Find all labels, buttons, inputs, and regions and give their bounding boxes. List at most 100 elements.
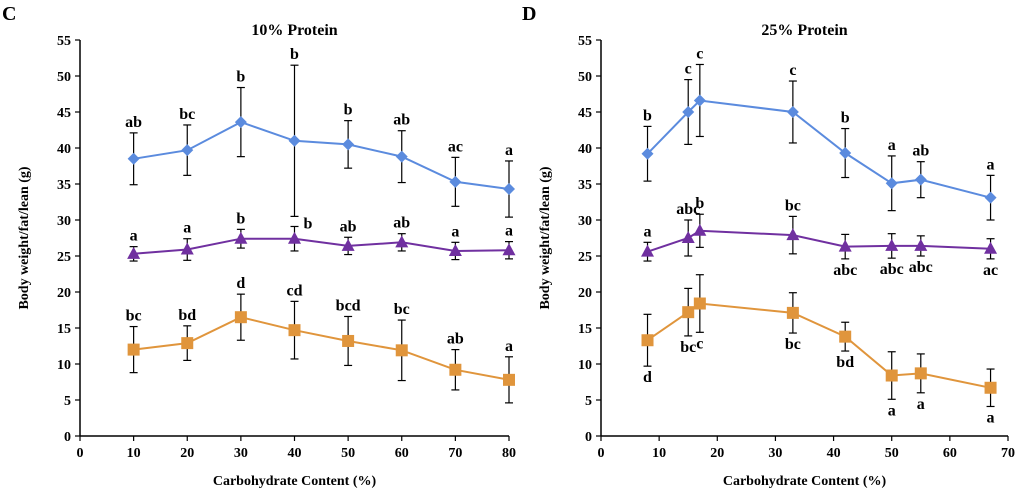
panel-label-c: C (2, 3, 16, 25)
y-tick-label: 0 (64, 430, 71, 445)
panel-label-d: D (522, 3, 536, 25)
data-point-square (786, 306, 799, 319)
data-point-square (693, 297, 706, 310)
data-point-square (127, 343, 140, 356)
data-point-triangle (641, 244, 655, 257)
significance-label: ac (983, 262, 998, 279)
chart-panel-c: 0 5 10 15 20 25 30 35 40 45 50 55 0 10 20 30 40 50 60 70 80 1… (17, 22, 516, 489)
data-point-diamond (127, 152, 140, 165)
data-point-diamond (342, 138, 355, 151)
significance-label: a (505, 142, 513, 159)
significance-label: a (917, 396, 925, 413)
y-tick-label: 20 (578, 286, 592, 301)
significance-label: b (643, 107, 652, 124)
significance-label: a (451, 223, 459, 240)
significance-label: c (696, 45, 703, 62)
data-point-diamond (984, 191, 997, 204)
y-axis-label: Body weight/fat/lean (g) (538, 166, 553, 309)
y-tick-label: 5 (64, 394, 71, 409)
data-point-triangle (234, 231, 248, 244)
data-point-diamond (641, 147, 654, 160)
significance-label: bc (785, 336, 801, 353)
data-point-triangle (448, 243, 462, 256)
series-group: ab bc b b b ab ac a (125, 46, 515, 218)
data-point-triangle (502, 243, 516, 256)
data-point-diamond (682, 106, 695, 118)
data-point-square (395, 344, 408, 357)
series-group: bc bd d cd bcd bc ab a (126, 275, 515, 404)
significance-label: a (505, 338, 513, 355)
x-tick-label: 10 (652, 446, 666, 461)
y-tick-label: 5 (585, 394, 592, 409)
data-point-triangle (180, 242, 194, 255)
x-tick-label: 60 (395, 446, 409, 461)
x-tick-label: 40 (827, 446, 841, 461)
significance-label: bcd (336, 297, 361, 314)
data-point-triangle (681, 231, 695, 243)
significance-label: a (183, 220, 191, 237)
data-point-triangle (341, 238, 355, 251)
chart-title: 10% Protein (251, 22, 337, 39)
significance-label: b (344, 102, 353, 119)
data-point-diamond (786, 106, 799, 118)
significance-label: ab (393, 215, 410, 232)
y-tick-label: 35 (578, 178, 592, 193)
significance-label: a (888, 402, 896, 419)
data-point-square (449, 363, 462, 376)
data-point-diamond (914, 173, 927, 186)
significance-label: bd (178, 307, 196, 324)
y-tick-label: 40 (578, 142, 592, 157)
significance-label: b (304, 216, 313, 233)
data-point-triangle (693, 223, 707, 236)
x-tick-label: 20 (180, 446, 194, 461)
y-axis-label: Body weight/fat/lean (g) (17, 166, 32, 309)
data-point-triangle (786, 228, 800, 241)
y-tick-label: 35 (57, 178, 71, 193)
y-tick-label: 15 (57, 322, 71, 337)
x-tick-label: 50 (341, 446, 355, 461)
y-tick-label: 0 (585, 430, 592, 445)
significance-label: d (643, 369, 652, 386)
y-tick-label: 50 (578, 70, 592, 85)
significance-label: a (130, 228, 138, 245)
data-point-triangle (914, 238, 928, 251)
y-tick-label: 45 (57, 106, 71, 121)
y-tick-label: 25 (578, 250, 592, 265)
y-tick-label: 30 (578, 214, 592, 229)
significance-label: a (505, 223, 513, 240)
series-line (646, 99, 991, 199)
significance-label: b (695, 195, 704, 212)
y-tick-label: 50 (57, 70, 71, 85)
significance-label: bc (785, 197, 801, 214)
data-point-square (288, 324, 301, 337)
y-tick-label: 20 (57, 286, 71, 301)
data-point-square (234, 311, 247, 324)
y-tick-label: 55 (578, 34, 592, 49)
data-point-diamond (503, 183, 515, 196)
significance-label: ab (340, 218, 357, 235)
series-line (133, 316, 510, 381)
y-tick-label: 55 (57, 34, 71, 49)
data-point-triangle (885, 238, 899, 251)
series-group: a ab b ab aba a (127, 210, 516, 262)
data-point-square (342, 334, 355, 347)
x-tick-label: 30 (768, 446, 782, 461)
data-point-diamond (181, 144, 194, 157)
data-point-square (914, 367, 927, 380)
x-tick-label: 70 (1001, 446, 1015, 461)
significance-label: a (644, 223, 652, 240)
series-line (133, 237, 510, 255)
x-tick-label: 0 (598, 446, 605, 461)
data-point-triangle (288, 231, 301, 244)
chart-title: 25% Protein (761, 22, 847, 39)
y-tick-label: 25 (57, 250, 71, 265)
data-point-diamond (395, 150, 408, 163)
data-point-diamond (693, 94, 706, 107)
x-tick-label: 50 (885, 446, 899, 461)
data-point-diamond (885, 177, 898, 190)
significance-label: bd (836, 354, 854, 371)
significance-label: d (236, 275, 245, 292)
